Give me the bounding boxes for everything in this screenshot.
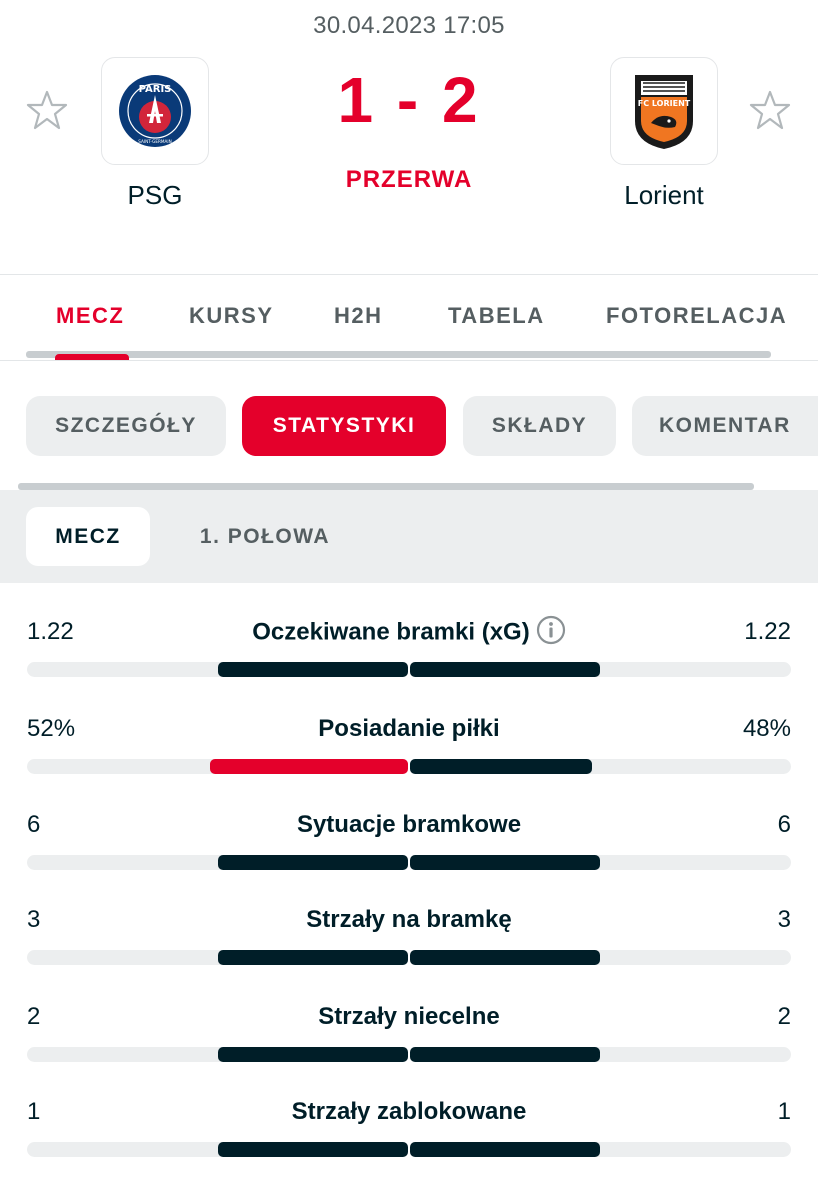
match-header: 30.04.2023 17:05 PARIS SAINT-GERMAIN 1 -… — [0, 0, 818, 275]
stat-label-text: Strzały na bramkę — [306, 906, 512, 933]
away-bar-track — [410, 1047, 791, 1062]
home-bar-fill — [210, 759, 408, 774]
tabs-scrollbar[interactable] — [26, 351, 771, 358]
stat-away-value: 1.22 — [744, 618, 791, 645]
away-bar-track — [410, 759, 791, 774]
stat-away-value: 6 — [777, 811, 791, 838]
away-bar-track — [410, 662, 791, 677]
stat-row: 1 Strzały zablokowane 1 — [0, 1098, 818, 1194]
tabs-divider — [0, 360, 818, 361]
away-bar-track — [410, 1142, 791, 1157]
home-bar-fill — [218, 855, 408, 870]
away-bar-fill — [410, 1047, 600, 1062]
stat-label-text: Strzały zablokowane — [291, 1098, 527, 1125]
stat-home-value: 2 — [27, 1003, 41, 1030]
subtab-szczegoly[interactable]: SZCZEGÓŁY — [26, 396, 226, 456]
header-divider — [0, 274, 818, 275]
away-bar-fill — [410, 759, 592, 774]
stat-label: Oczekiwane bramki (xG) — [159, 615, 659, 648]
away-bar-track — [410, 950, 791, 965]
stat-label-text: Oczekiwane bramki (xG) — [252, 618, 530, 646]
away-bar-fill — [410, 662, 600, 677]
away-team-logo[interactable]: FC LORIENT — [610, 57, 718, 165]
stat-away-value: 48% — [742, 715, 791, 742]
away-team-name[interactable]: Lorient — [624, 180, 704, 210]
tab-h2h[interactable]: H2H — [334, 303, 383, 328]
main-tabs: MECZ KURSY H2H TABELA FOTORELACJA — [0, 275, 818, 361]
psg-crest-icon: PARIS SAINT-GERMAIN — [119, 75, 191, 147]
stat-label: Posiadanie piłki — [159, 715, 659, 743]
tab-kursy[interactable]: KURSY — [189, 303, 274, 328]
period-tab-1-polowa[interactable]: 1. POŁOWA — [199, 524, 331, 548]
stat-home-value: 52% — [27, 715, 76, 742]
stat-label: Strzały zablokowane — [159, 1098, 659, 1126]
match-datetime: 30.04.2023 17:05 — [313, 12, 505, 39]
away-bar-fill — [410, 855, 600, 870]
match-status: PRZERWA — [345, 166, 473, 193]
home-team-logo[interactable]: PARIS SAINT-GERMAIN — [101, 57, 209, 165]
subtab-statystyki[interactable]: STATYSTYKI — [242, 396, 446, 456]
info-icon[interactable] — [536, 615, 566, 645]
stat-row: 52% Posiadanie piłki 48% — [0, 715, 818, 811]
stat-away-value: 3 — [777, 906, 791, 933]
home-team-name[interactable]: PSG — [127, 180, 183, 210]
lorient-crest-text: FC LORIENT — [638, 99, 691, 108]
stat-away-value: 2 — [777, 1003, 791, 1030]
psg-crest-bottom-text: SAINT-GERMAIN — [138, 139, 171, 144]
period-selector: MECZ 1. POŁOWA — [0, 490, 818, 583]
stat-away-value: 1 — [777, 1098, 791, 1125]
home-bar-fill — [218, 1142, 408, 1157]
stat-home-value: 1 — [27, 1098, 41, 1125]
stat-home-value: 6 — [27, 811, 41, 838]
tab-mecz[interactable]: MECZ — [56, 303, 125, 328]
away-bar-fill — [410, 950, 600, 965]
stat-label-text: Strzały niecelne — [318, 1003, 500, 1030]
tab-tabela[interactable]: TABELA — [448, 303, 545, 328]
stat-row: 1.22 Oczekiwane bramki (xG) 1.22 — [0, 615, 818, 714]
stat-home-value: 1.22 — [27, 618, 74, 645]
stat-label: Strzały na bramkę — [159, 906, 659, 934]
home-bar-fill — [218, 950, 408, 965]
home-bar-fill — [218, 1047, 408, 1062]
favorite-away-star-icon[interactable] — [748, 88, 792, 132]
stat-row: 3 Strzały na bramkę 3 — [0, 906, 818, 1002]
home-bar-track — [27, 662, 408, 677]
away-bar-fill — [410, 1142, 600, 1157]
favorite-home-star-icon[interactable] — [25, 88, 69, 132]
subtab-komentarz[interactable]: KOMENTAR — [632, 396, 818, 456]
stat-label: Strzały niecelne — [159, 1003, 659, 1031]
stat-label-text: Posiadanie piłki — [318, 715, 500, 742]
home-bar-track — [27, 1047, 408, 1062]
tab-fotorelacja[interactable]: FOTORELACJA — [606, 303, 788, 328]
match-score: 1 - 2 — [337, 64, 481, 136]
period-tab-mecz[interactable]: MECZ — [26, 507, 150, 566]
active-tab-indicator — [55, 354, 129, 361]
stat-label-text: Sytuacje bramkowe — [296, 811, 522, 838]
stat-label: Sytuacje bramkowe — [159, 811, 659, 839]
away-bar-track — [410, 855, 791, 870]
stat-row: 6 Sytuacje bramkowe 6 — [0, 811, 818, 907]
home-bar-track — [27, 855, 408, 870]
home-bar-track — [27, 950, 408, 965]
subtabs-scrollbar[interactable] — [18, 483, 754, 490]
home-bar-track — [27, 1142, 408, 1157]
stat-home-value: 3 — [27, 906, 41, 933]
subtab-sklady[interactable]: SKŁADY — [463, 396, 616, 456]
fc-lorient-crest-icon: FC LORIENT — [635, 75, 693, 149]
home-bar-track — [27, 759, 408, 774]
stat-row: 2 Strzały niecelne 2 — [0, 1003, 818, 1099]
psg-crest-top-text: PARIS — [139, 84, 172, 95]
home-bar-fill — [218, 662, 408, 677]
